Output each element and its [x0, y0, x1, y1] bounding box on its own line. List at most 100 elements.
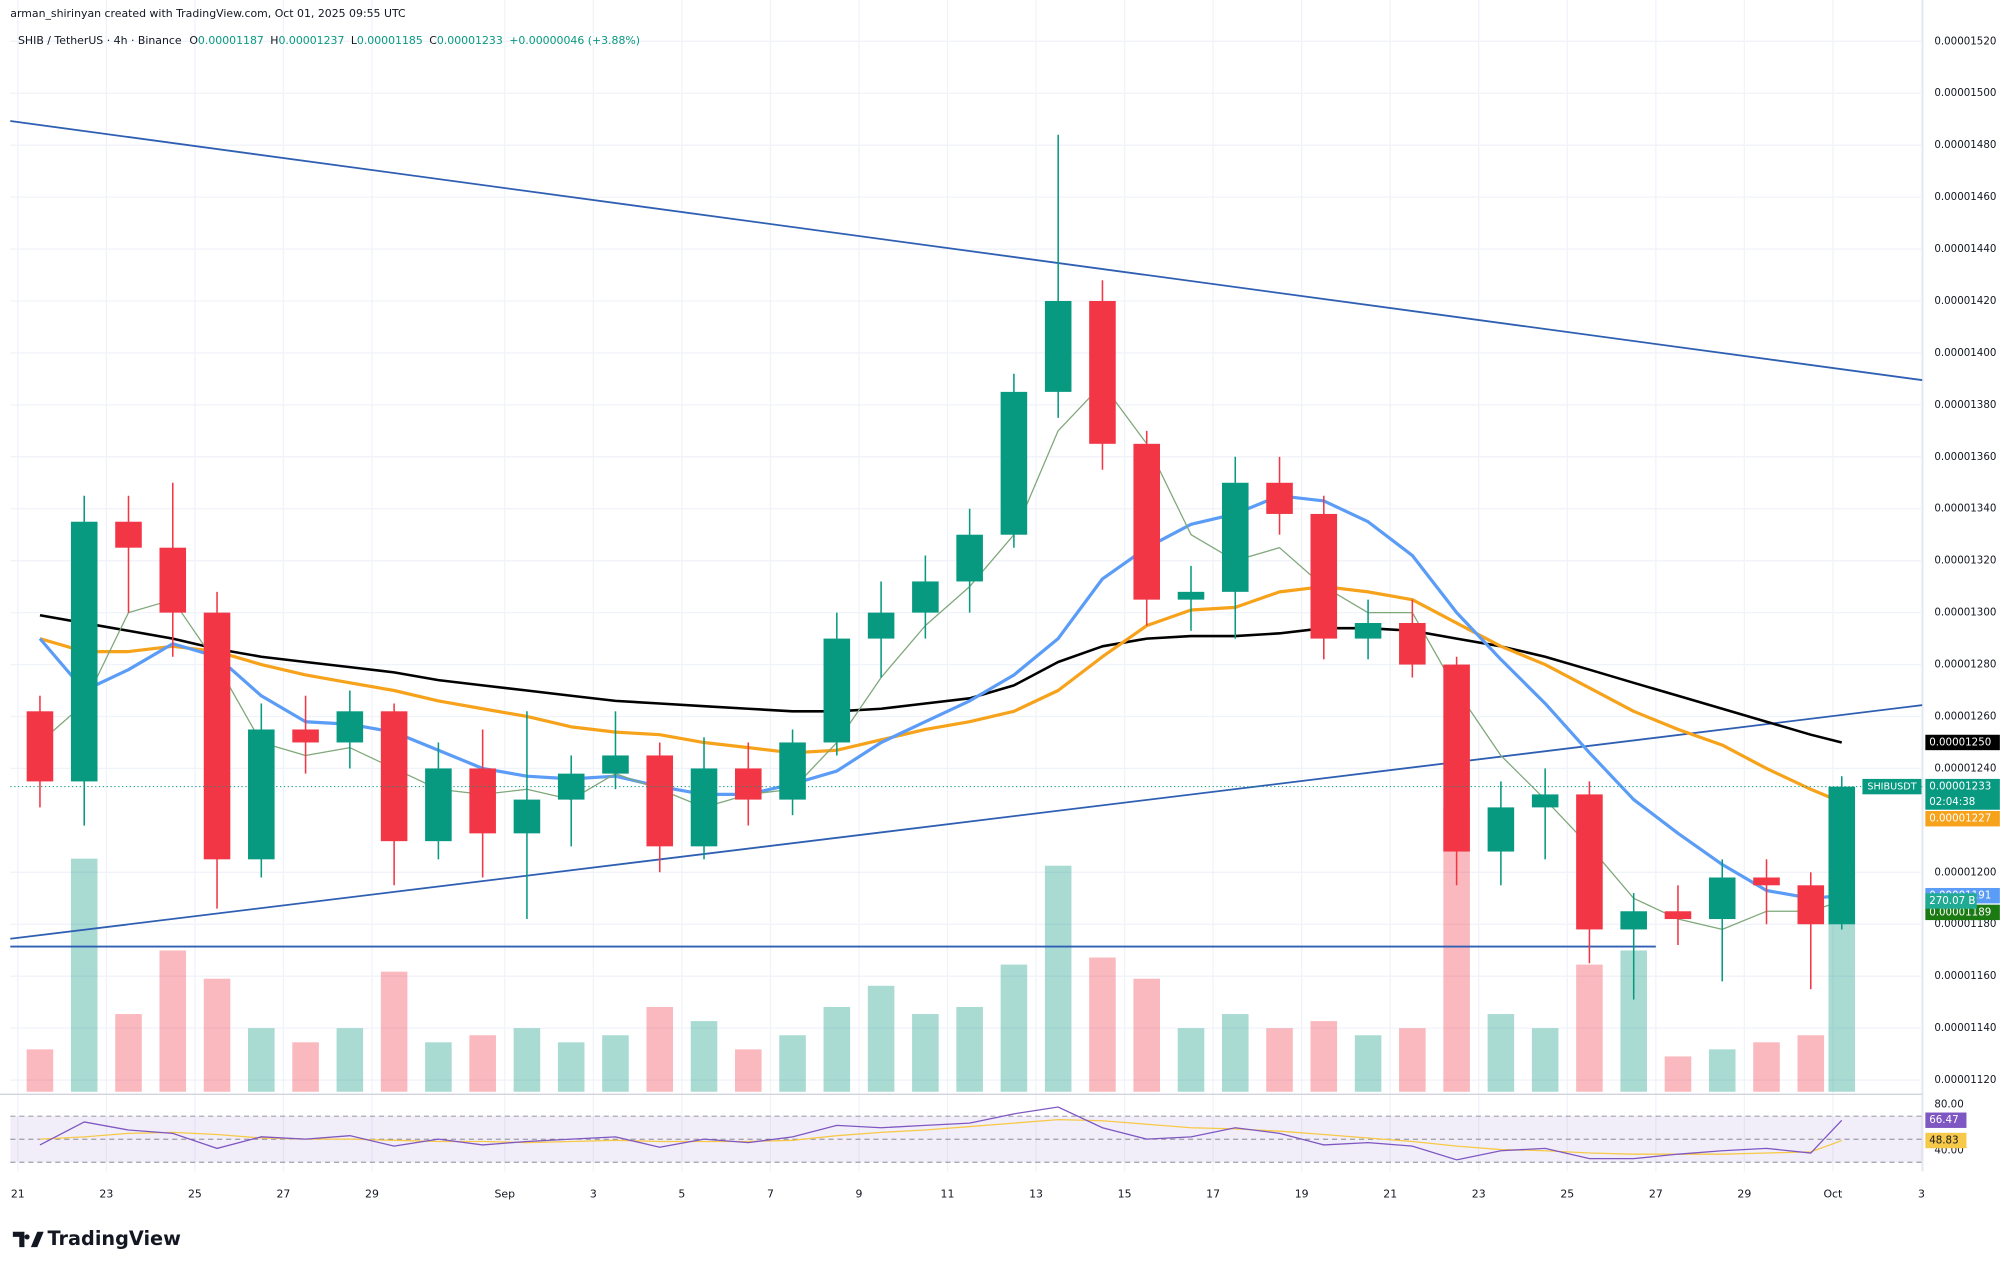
y-tick-label: 0.00001160	[1934, 970, 1996, 982]
symbol-tag: SHIBUSDT	[1867, 782, 1916, 793]
volume-bar	[469, 1035, 496, 1092]
volume-bar	[779, 1035, 806, 1092]
candle-body	[115, 521, 142, 548]
y-tick-label: 0.00001420	[1934, 295, 1996, 307]
y-tick-label: 0.00001340	[1934, 503, 1996, 515]
x-tick-label: 19	[1295, 1188, 1309, 1201]
volume-bar	[956, 1006, 983, 1092]
volume-bar	[1797, 1035, 1825, 1092]
volume-bar	[867, 985, 895, 1092]
price-label: 0.00001189	[1929, 906, 1991, 918]
candle-body	[823, 638, 851, 743]
candle-body	[1620, 911, 1647, 930]
rsi-line	[39, 1106, 1843, 1161]
volume-bar	[26, 1049, 54, 1092]
volume-bar	[1487, 1014, 1515, 1092]
volume-bar	[1089, 957, 1116, 1092]
trendline	[10, 704, 1923, 940]
moving-average	[39, 584, 1843, 804]
brand-logo: TradingView	[12, 1227, 182, 1250]
volume-bar	[1828, 900, 1856, 1092]
x-tick-label: 13	[1029, 1188, 1043, 1201]
x-tick-label: 9	[855, 1188, 862, 1201]
volume-bar	[823, 1006, 851, 1092]
candle-body	[912, 581, 939, 613]
candle-body	[1310, 513, 1338, 639]
volume-bar	[203, 978, 231, 1092]
candle-body	[159, 547, 187, 613]
candle-body	[1487, 807, 1515, 852]
volume-bar	[159, 950, 187, 1092]
x-tick-label: 23	[99, 1188, 113, 1201]
y-tick-label: 0.00001480	[1934, 139, 1996, 151]
moving-average	[39, 613, 1843, 744]
rsi-ma-line	[39, 1118, 1842, 1155]
candle-body	[956, 534, 983, 582]
price-label: 0.00001233	[1929, 781, 1991, 793]
x-tick-label: 25	[1560, 1188, 1574, 1201]
y-tick-label: 0.00001280	[1934, 659, 1996, 671]
x-tick-label: 27	[276, 1188, 290, 1201]
price-layer	[10, 120, 1923, 1163]
volume-bar	[70, 858, 98, 1092]
x-tick-label: 23	[1472, 1188, 1486, 1201]
x-tick-label: 5	[678, 1188, 685, 1201]
rsi-value-label: 66.47	[1929, 1114, 1958, 1126]
countdown: 02:04:38	[1929, 796, 1975, 808]
volume-bar	[513, 1028, 541, 1092]
y-tick-label: 0.00001120	[1934, 1074, 1996, 1086]
candle-body	[1576, 794, 1603, 930]
brand-name: TradingView	[48, 1227, 182, 1250]
ohlc-value: 0.00001185	[357, 34, 423, 47]
volume-bar	[735, 1049, 762, 1092]
price-label: 0.00001250	[1929, 736, 1991, 748]
volume-bar	[1708, 1049, 1736, 1092]
volume-bar	[602, 1035, 629, 1092]
volume-bar	[557, 1042, 585, 1092]
ohlc-value: 0.00001187	[198, 34, 264, 47]
ohlc-key: C	[429, 34, 437, 47]
x-tick-label: 15	[1118, 1188, 1132, 1201]
ohlc-value: 0.00001233	[437, 34, 503, 47]
symbol-tag-box	[1862, 778, 1922, 795]
x-tick-label: 25	[188, 1188, 202, 1201]
volume-label-box	[1925, 893, 1977, 909]
rsi-tick-label: 80.00	[1934, 1099, 1963, 1111]
volume-bar	[425, 1042, 452, 1092]
candle-body	[1354, 623, 1382, 639]
candle-body	[1708, 877, 1736, 920]
y-tick-label: 0.00001300	[1934, 607, 1996, 619]
x-tick-label: 3	[1918, 1188, 1925, 1201]
volume-bar	[380, 971, 408, 1092]
candle-body	[1797, 885, 1825, 925]
price-label-box	[1925, 734, 2000, 751]
candle-body	[513, 799, 541, 834]
candle-body	[1000, 391, 1028, 535]
ohlc-key: O	[189, 34, 198, 47]
label-layer: 0.00001120 0.00001140 0.00001160 0.00001180…	[11, 35, 2000, 1201]
logo-icon	[12, 1231, 44, 1248]
volume-bar	[292, 1042, 319, 1092]
volume-bar	[1531, 1028, 1559, 1092]
candle-body	[70, 521, 98, 782]
volume-bar	[1664, 1056, 1692, 1092]
symbol: SHIB / TetherUS · 4h · Binance	[18, 34, 182, 47]
y-tick-label: 0.00001260	[1934, 710, 1996, 722]
x-tick-label: Oct	[1823, 1188, 1843, 1201]
candle-body	[336, 711, 364, 743]
volume-bar	[1000, 964, 1028, 1092]
y-tick-label: 0.00001520	[1934, 35, 1996, 47]
y-tick-label: 0.00001240	[1934, 762, 1996, 774]
volume-bar	[690, 1021, 718, 1092]
volume-bar	[1354, 1035, 1382, 1092]
candle-body	[602, 755, 629, 774]
y-tick-label: 0.00001180	[1934, 918, 1996, 930]
trendline	[10, 120, 1923, 382]
candle-body	[1177, 591, 1205, 600]
y-tick-label: 0.00001140	[1934, 1022, 1996, 1034]
candle-body	[203, 612, 231, 860]
volume-bar	[1399, 1028, 1426, 1092]
